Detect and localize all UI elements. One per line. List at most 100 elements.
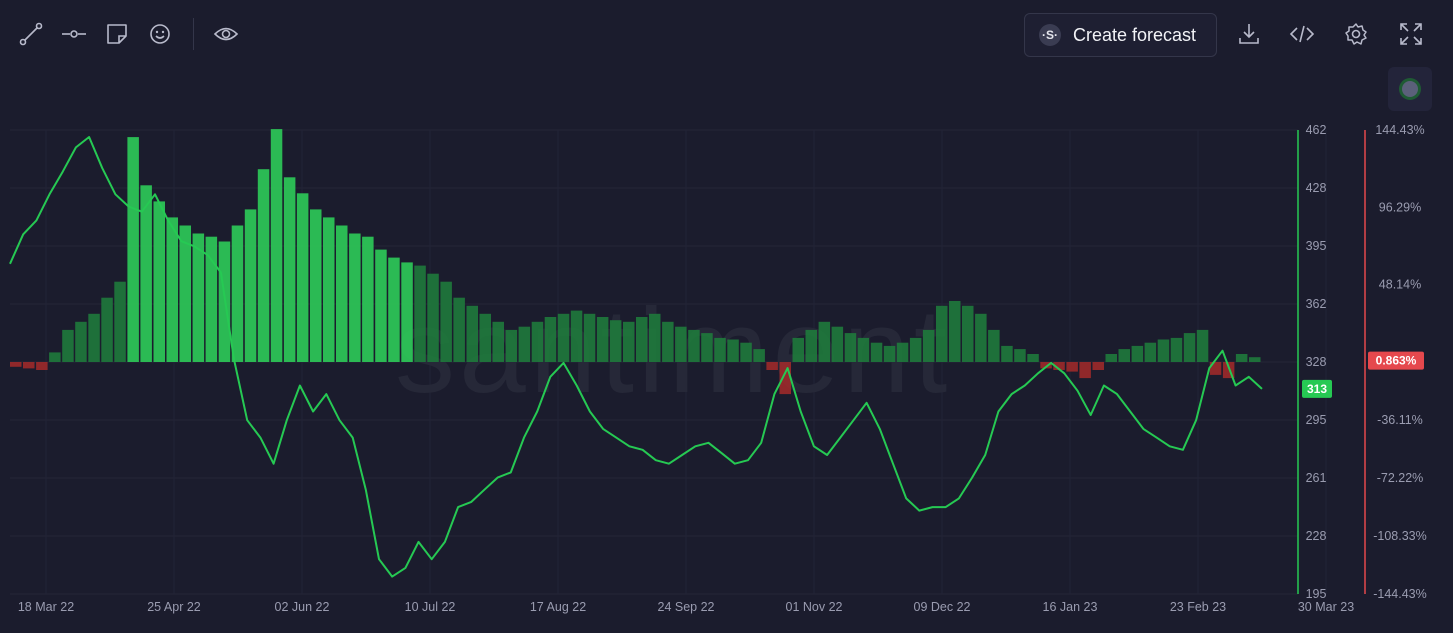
- x-axis-tick-label: 25 Apr 22: [147, 600, 201, 614]
- percent-bar: [857, 337, 870, 362]
- percent-bar: [440, 281, 452, 362]
- percent-bar: [753, 349, 765, 362]
- percent-bar: [231, 225, 244, 362]
- x-axis-tick-label: 18 Mar 22: [18, 600, 74, 614]
- settings-gear-icon[interactable]: [1342, 20, 1370, 48]
- create-forecast-button[interactable]: ·S· Create forecast: [1024, 13, 1217, 57]
- percent-bar: [936, 305, 948, 362]
- percent-bar: [257, 169, 270, 362]
- percent-bar: [1014, 349, 1026, 362]
- horizontal-ray-tool-icon[interactable]: [60, 20, 88, 48]
- price-line-layer: [9, 136, 1263, 578]
- left-axis-tick-label: 261: [1306, 471, 1327, 485]
- left-axis-tick-label: 428: [1306, 181, 1327, 195]
- percent-bar: [609, 320, 622, 362]
- percent-bar: [1222, 362, 1235, 379]
- emoji-tool-icon[interactable]: [146, 20, 174, 48]
- percent-bar: [192, 233, 205, 362]
- left-axis-tick-label: 328: [1306, 355, 1327, 369]
- percent-bar: [166, 217, 178, 362]
- x-axis-tick-label: 16 Jan 23: [1043, 600, 1098, 614]
- percent-bar: [518, 326, 531, 362]
- percent-bar: [1144, 342, 1157, 362]
- percent-bar: [283, 177, 296, 362]
- percent-bar: [323, 217, 335, 362]
- right-axis-tick-label: -36.11%: [1377, 413, 1423, 427]
- percent-bar: [949, 301, 961, 362]
- status-indicator[interactable]: [1388, 67, 1432, 111]
- embed-code-icon[interactable]: [1288, 20, 1316, 48]
- right-axis-tick-label: -72.22%: [1377, 471, 1424, 485]
- percent-bar: [1235, 354, 1248, 362]
- percent-bar: [336, 225, 348, 362]
- percent-bar: [114, 281, 126, 362]
- x-axis-tick-label: 23 Feb 23: [1170, 600, 1226, 614]
- x-axis-tick-label: 10 Jul 22: [405, 600, 456, 614]
- percent-bar: [896, 342, 909, 362]
- percent-bar: [62, 329, 74, 362]
- percent-bar: [557, 313, 570, 362]
- current-percent-label: 0.863%: [1376, 354, 1417, 368]
- percent-bar: [10, 362, 22, 367]
- percent-bar: [649, 313, 661, 362]
- percent-bar: [1118, 349, 1130, 362]
- line-tool-icon[interactable]: [17, 20, 45, 48]
- download-icon[interactable]: [1235, 20, 1263, 48]
- percent-bar: [531, 321, 544, 362]
- right-axis: 144.43% 96.29% 48.14% -36.11% -72.22% -108.33…: [1364, 123, 1427, 601]
- percent-bar: [1183, 333, 1196, 362]
- percent-bar: [909, 337, 922, 362]
- percent-bar: [427, 273, 439, 362]
- percent-bar: [988, 329, 1000, 362]
- x-axis-tick-label: 24 Sep 22: [658, 600, 715, 614]
- percent-bar: [49, 352, 61, 362]
- percent-bar: [205, 236, 218, 362]
- percent-bar: [701, 333, 713, 362]
- percent-bar: [636, 317, 648, 362]
- percent-bar: [1196, 329, 1209, 362]
- percent-bar: [831, 326, 844, 362]
- percent-bar: [570, 310, 583, 362]
- price-line: [9, 136, 1263, 578]
- toolbar-separator: [193, 18, 194, 50]
- fullscreen-expand-icon[interactable]: [1397, 20, 1425, 48]
- percent-bar: [596, 317, 609, 362]
- note-tool-icon[interactable]: [103, 20, 131, 48]
- percent-bar: [75, 321, 87, 362]
- left-axis-tick-label: 362: [1306, 297, 1327, 311]
- percent-bar: [244, 209, 257, 362]
- percent-bar: [310, 209, 322, 362]
- percent-bar: [675, 326, 687, 362]
- percent-bar: [1027, 354, 1039, 362]
- percent-bar: [844, 333, 857, 362]
- percent-bar: [1092, 362, 1104, 370]
- percent-bar: [766, 362, 778, 370]
- percent-bar: [740, 342, 752, 362]
- visibility-eye-icon[interactable]: [212, 20, 240, 48]
- left-axis-tick-label: 462: [1306, 123, 1327, 137]
- santiment-logo-icon: ·S·: [1039, 24, 1061, 46]
- percent-bar: [714, 337, 726, 362]
- percent-bar: [1053, 362, 1065, 370]
- percent-bar: [505, 329, 518, 362]
- percent-bar: [1079, 362, 1091, 379]
- percent-bar: [688, 329, 700, 362]
- percent-bar: [818, 321, 831, 362]
- status-dot-icon: [1402, 81, 1418, 97]
- left-axis-tick-label: 395: [1306, 239, 1327, 253]
- chart-toolbar: ·S· Create forecast: [0, 0, 1453, 68]
- x-axis-tick-label: 30 Mar 23: [1298, 600, 1354, 614]
- percent-bars: [10, 129, 1261, 395]
- percent-bar: [388, 257, 400, 362]
- percent-bar: [492, 321, 504, 362]
- percent-bar: [101, 297, 113, 362]
- percent-bar: [662, 321, 674, 362]
- percent-bar: [466, 305, 478, 362]
- percent-bar: [544, 317, 557, 362]
- percent-bar: [179, 225, 191, 362]
- create-forecast-label: Create forecast: [1073, 25, 1197, 45]
- percent-bar: [805, 329, 817, 362]
- percent-bar: [453, 297, 465, 362]
- left-axis-tick-label: 228: [1306, 529, 1327, 543]
